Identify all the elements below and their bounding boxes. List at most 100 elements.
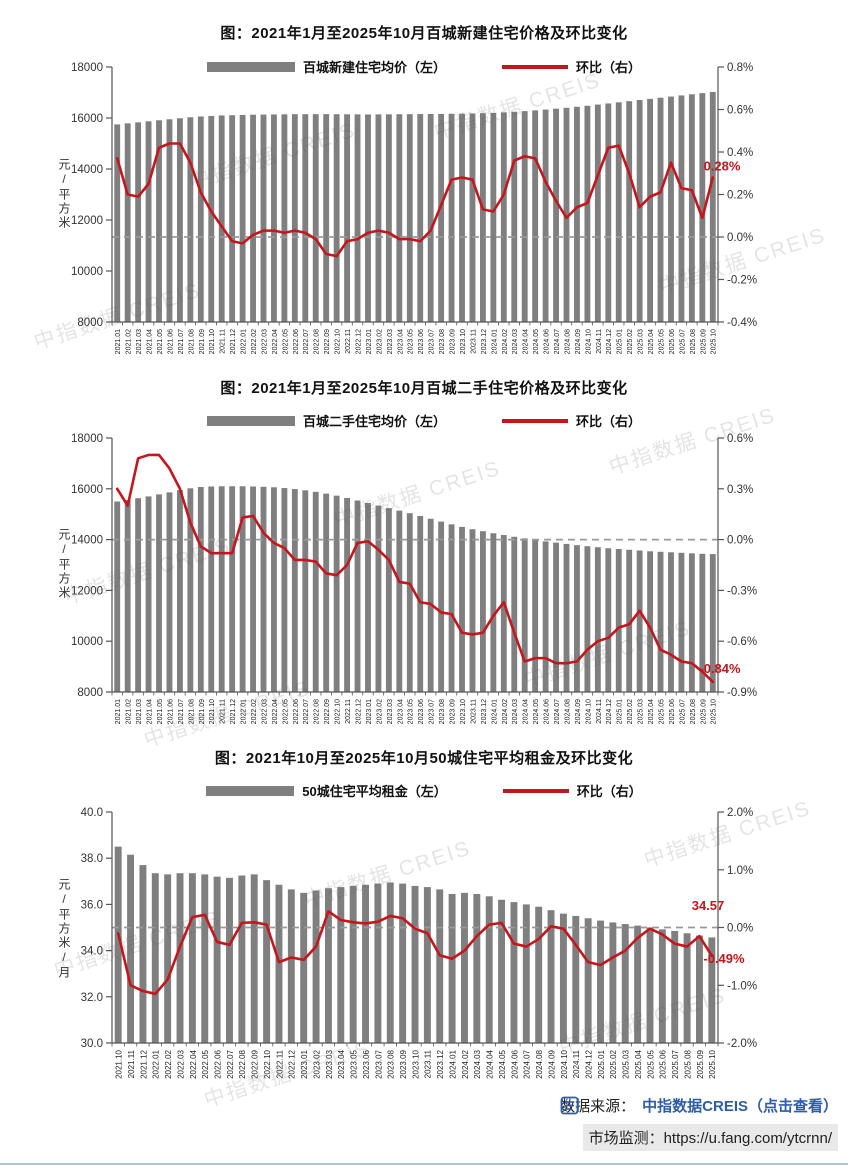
bar-swatch-icon (206, 785, 295, 796)
svg-text:2022.01: 2022.01 (241, 329, 248, 354)
svg-text:0.2%: 0.2% (727, 190, 753, 202)
svg-text:2022.12: 2022.12 (355, 329, 362, 354)
svg-text:2023.10: 2023.10 (411, 1049, 420, 1078)
svg-text:2022.01: 2022.01 (152, 1049, 161, 1078)
svg-text:2023.01: 2023.01 (366, 699, 373, 724)
svg-text:0.0%: 0.0% (727, 923, 753, 935)
svg-text:2024.02: 2024.02 (502, 329, 509, 354)
svg-text:2024.09: 2024.09 (547, 1049, 556, 1078)
svg-text:-0.2%: -0.2% (727, 275, 757, 287)
svg-text:2022.01: 2022.01 (241, 699, 248, 724)
svg-text:34.57: 34.57 (692, 898, 725, 913)
svg-text:0.6%: 0.6% (727, 433, 753, 445)
svg-text:2023.10: 2023.10 (460, 699, 467, 724)
svg-text:2023.07: 2023.07 (429, 329, 436, 354)
svg-text:2022.10: 2022.10 (335, 699, 342, 724)
new-home-chart-legend: 百城新建住宅均价（左） 环比（右） (0, 57, 848, 76)
svg-text:8000: 8000 (77, 317, 103, 329)
svg-text:2022.03: 2022.03 (261, 699, 268, 724)
y-axis-title: 元/平方米 (57, 158, 71, 230)
svg-text:2021.07: 2021.07 (178, 699, 185, 724)
svg-text:0.8%: 0.8% (727, 62, 753, 74)
svg-text:-0.4%: -0.4% (727, 317, 757, 329)
svg-text:2022.10: 2022.10 (335, 329, 342, 354)
svg-text:2024.06: 2024.06 (544, 329, 551, 354)
svg-text:2022.06: 2022.06 (213, 1049, 222, 1078)
svg-text:-1.0%: -1.0% (727, 980, 757, 992)
legend-bar-item: 百城新建住宅均价（左） (206, 57, 446, 76)
svg-text:2025.03: 2025.03 (622, 1049, 631, 1078)
svg-text:2024.07: 2024.07 (554, 329, 561, 354)
svg-text:2021.11: 2021.11 (220, 699, 227, 724)
svg-text:2022.11: 2022.11 (345, 699, 352, 724)
svg-text:14000: 14000 (71, 535, 103, 547)
svg-text:2024.09: 2024.09 (575, 329, 582, 354)
svg-text:-0.3%: -0.3% (727, 585, 757, 597)
svg-text:18000: 18000 (71, 433, 103, 445)
svg-text:2021.12: 2021.12 (230, 699, 237, 724)
svg-text:10000: 10000 (71, 636, 103, 648)
svg-text:2024.06: 2024.06 (510, 1049, 519, 1078)
svg-text:2024.08: 2024.08 (535, 1049, 544, 1078)
svg-text:0.0%: 0.0% (727, 232, 753, 244)
rent-chart-title: 图：2021年10月至2025年10月50城住宅平均租金及环比变化 (214, 750, 634, 767)
svg-text:2025.04: 2025.04 (634, 1049, 643, 1078)
svg-text:2022.06: 2022.06 (293, 699, 300, 724)
svg-text:2021.08: 2021.08 (188, 699, 195, 724)
svg-text:2021.02: 2021.02 (126, 699, 133, 724)
creis-source-link[interactable]: 中指数据CREIS（点击查看） (642, 1098, 838, 1115)
svg-text:2025.02: 2025.02 (609, 1049, 618, 1078)
legend-line-item: 环比（右） (502, 411, 641, 430)
svg-text:2023.03: 2023.03 (387, 699, 394, 724)
svg-text:0.28%: 0.28% (704, 159, 741, 174)
svg-text:2022.02: 2022.02 (164, 1049, 173, 1078)
svg-text:2024.04: 2024.04 (486, 1049, 495, 1078)
svg-text:2021.07: 2021.07 (178, 329, 185, 354)
y-axis-title: 元/平方米/月 (57, 878, 71, 980)
svg-text:2025.09: 2025.09 (696, 1049, 705, 1078)
svg-text:2022.07: 2022.07 (226, 1049, 235, 1078)
svg-text:2025.02: 2025.02 (627, 699, 634, 724)
market-monitor-label: 市场监测： (588, 1130, 664, 1147)
svg-text:2025.06: 2025.06 (669, 699, 676, 724)
svg-text:2021.10: 2021.10 (115, 1049, 124, 1078)
svg-text:2022.06: 2022.06 (293, 329, 300, 354)
svg-text:2024.01: 2024.01 (491, 699, 498, 724)
svg-text:2023.02: 2023.02 (376, 699, 383, 724)
svg-text:2024.07: 2024.07 (523, 1049, 532, 1078)
y-axis-title: 元/平方米 (57, 528, 71, 600)
svg-text:2023.09: 2023.09 (450, 699, 457, 724)
svg-text:2025.04: 2025.04 (648, 699, 655, 724)
svg-text:2022.05: 2022.05 (282, 699, 289, 724)
svg-text:2022.04: 2022.04 (272, 329, 279, 354)
svg-text:2022.09: 2022.09 (251, 1049, 260, 1078)
svg-text:0.6%: 0.6% (727, 105, 753, 117)
svg-text:2022.03: 2022.03 (176, 1049, 185, 1078)
svg-text:2022.05: 2022.05 (282, 329, 289, 354)
svg-text:2021.03: 2021.03 (136, 329, 143, 354)
svg-text:16000: 16000 (71, 484, 103, 496)
svg-text:2025.10: 2025.10 (708, 1049, 717, 1078)
svg-text:2021.03: 2021.03 (136, 699, 143, 724)
market-monitor-url[interactable]: https://u.fang.com/ytcrnn/ (663, 1130, 832, 1147)
svg-text:2021.05: 2021.05 (157, 329, 164, 354)
svg-text:2024.05: 2024.05 (498, 1049, 507, 1078)
svg-text:2024.02: 2024.02 (502, 699, 509, 724)
second-hand-chart-legend: 百城二手住宅均价（左） 环比（右） (0, 411, 848, 430)
svg-text:2021.05: 2021.05 (157, 699, 164, 724)
svg-text:2023.06: 2023.06 (362, 1049, 371, 1078)
svg-text:2023.04: 2023.04 (397, 329, 404, 354)
line-swatch-icon (502, 64, 568, 69)
svg-text:2025.10: 2025.10 (711, 329, 718, 354)
svg-text:2022.08: 2022.08 (314, 699, 321, 724)
rent-chart-legend: 50城住宅平均租金（左） 环比（右） (0, 781, 848, 800)
svg-text:2025.05: 2025.05 (658, 329, 665, 354)
svg-text:2024.05: 2024.05 (533, 699, 540, 724)
svg-text:-0.84%: -0.84% (699, 661, 741, 676)
svg-text:2021.04: 2021.04 (147, 329, 154, 354)
svg-text:38.0: 38.0 (81, 853, 103, 865)
svg-text:2021.10: 2021.10 (209, 329, 216, 354)
svg-text:2021.10: 2021.10 (209, 699, 216, 724)
svg-text:2024.08: 2024.08 (564, 699, 571, 724)
svg-text:2021.11: 2021.11 (127, 1049, 136, 1078)
